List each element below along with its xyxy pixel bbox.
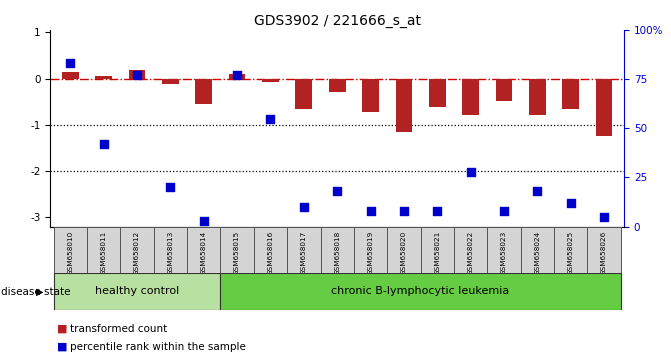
Bar [462,79,479,115]
Bar [329,79,346,92]
Bar [262,79,279,82]
Point [65,61,76,66]
Bar [321,227,354,274]
Bar [487,227,521,274]
Bar [221,273,621,310]
Text: GSM658010: GSM658010 [67,230,73,275]
Point [299,204,309,210]
Bar [496,79,512,101]
Text: GSM658026: GSM658026 [601,230,607,275]
Bar [162,79,178,84]
Text: ■: ■ [57,342,68,352]
Text: chronic B-lymphocytic leukemia: chronic B-lymphocytic leukemia [331,286,510,296]
Text: GSM658023: GSM658023 [501,230,507,275]
Point [399,208,409,214]
Bar [229,74,246,79]
Text: GSM658019: GSM658019 [368,230,374,275]
Bar [221,227,254,274]
Text: GSM658011: GSM658011 [101,230,107,275]
Bar [154,227,187,274]
Point [231,73,242,78]
Bar [287,227,321,274]
Text: transformed count: transformed count [70,324,168,333]
Bar [54,227,87,274]
Point [331,188,342,194]
Text: GSM658021: GSM658021 [434,230,440,275]
Point [199,218,209,223]
Text: GSM658012: GSM658012 [134,230,140,275]
Bar [295,79,312,109]
Text: GSM658020: GSM658020 [401,230,407,275]
Point [165,184,176,190]
Bar [187,227,221,274]
Point [499,208,509,214]
Text: GSM658022: GSM658022 [468,230,474,275]
Bar [521,227,554,274]
Point [532,188,543,194]
Text: disease state: disease state [1,287,71,297]
Text: GSM658015: GSM658015 [234,230,240,275]
Text: ■: ■ [57,324,68,333]
Bar [395,79,412,132]
Text: percentile rank within the sample: percentile rank within the sample [70,342,246,352]
Bar [362,79,379,112]
Bar [421,227,454,274]
Text: GSM658016: GSM658016 [268,230,274,275]
Bar [562,79,579,109]
Bar [529,79,546,115]
Text: GSM658024: GSM658024 [534,230,540,275]
Bar [387,227,421,274]
Point [465,169,476,175]
Bar [354,227,387,274]
Bar [454,227,487,274]
Text: ▶: ▶ [36,287,44,297]
Bar [62,72,79,79]
Bar [195,79,212,104]
Point [99,141,109,147]
Bar [587,227,621,274]
Bar [254,227,287,274]
Bar [120,227,154,274]
Bar [554,227,587,274]
Text: GSM658014: GSM658014 [201,230,207,275]
Bar [129,70,146,79]
Point [565,200,576,206]
Text: GSM658013: GSM658013 [167,230,173,275]
Text: healthy control: healthy control [95,286,179,296]
Text: GSM658025: GSM658025 [568,230,574,275]
Bar [54,273,221,310]
Bar [596,79,613,136]
Text: GSM658018: GSM658018 [334,230,340,275]
Point [365,208,376,214]
Text: GSM658017: GSM658017 [301,230,307,275]
Bar [429,79,446,107]
Point [132,73,142,78]
Bar [87,227,120,274]
Bar [95,76,112,79]
Point [599,214,609,219]
Point [265,116,276,121]
Point [432,208,443,214]
Title: GDS3902 / 221666_s_at: GDS3902 / 221666_s_at [254,14,421,28]
